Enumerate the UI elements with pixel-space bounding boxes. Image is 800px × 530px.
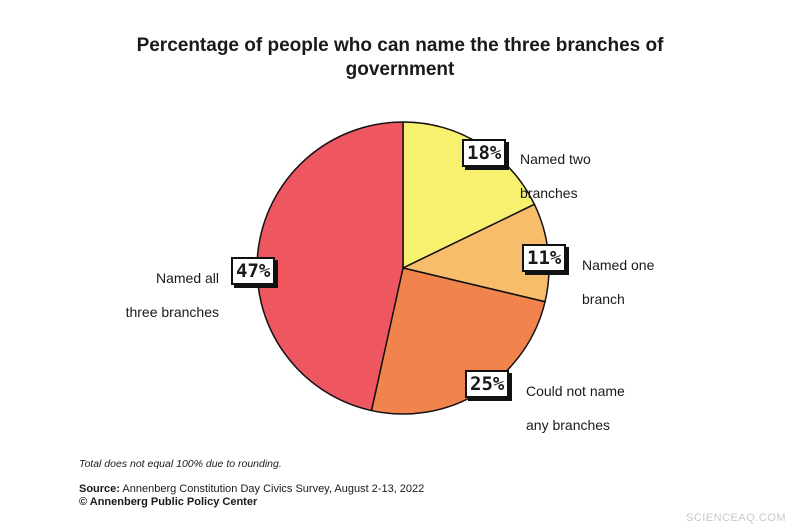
chart-title: Percentage of people who can name the th… bbox=[136, 35, 664, 80]
pct-could-not-name: 25% bbox=[465, 370, 510, 398]
watermark: SCIENCEAQ.COM bbox=[685, 512, 786, 524]
source-text: Annenberg Constitution Day Civics Survey… bbox=[122, 483, 425, 495]
label-named-one: Named one branch bbox=[582, 240, 654, 325]
label-could-not-name-line1: Could not name bbox=[526, 383, 625, 399]
label-could-not-name: Could not name any branches bbox=[526, 366, 625, 451]
source-block: Source: Annenberg Constitution Day Civic… bbox=[79, 483, 424, 509]
label-named-all-line1: Named all bbox=[155, 270, 219, 286]
label-named-two-line2: branches bbox=[520, 185, 578, 201]
label-could-not-name-line2: any branches bbox=[526, 417, 611, 433]
label-named-two: Named two branches bbox=[520, 134, 591, 219]
footnote: Total does not equal 100% due to roundin… bbox=[79, 458, 282, 470]
label-named-two-line1: Named two bbox=[520, 151, 591, 167]
pct-named-one: 11% bbox=[522, 244, 567, 272]
slice-named-all bbox=[256, 121, 404, 412]
label-named-one-line1: Named one bbox=[582, 257, 655, 273]
pct-named-two: 18% bbox=[462, 139, 507, 167]
label-named-all: Named all three branches bbox=[126, 253, 219, 338]
label-named-one-line2: branch bbox=[582, 291, 625, 307]
pct-named-all: 47% bbox=[231, 257, 276, 285]
source-prefix: Source: bbox=[79, 483, 120, 495]
source-credit: © Annenberg Public Policy Center bbox=[79, 496, 258, 508]
source-line: Source: Annenberg Constitution Day Civic… bbox=[79, 483, 424, 496]
label-named-all-line2: three branches bbox=[125, 304, 219, 320]
